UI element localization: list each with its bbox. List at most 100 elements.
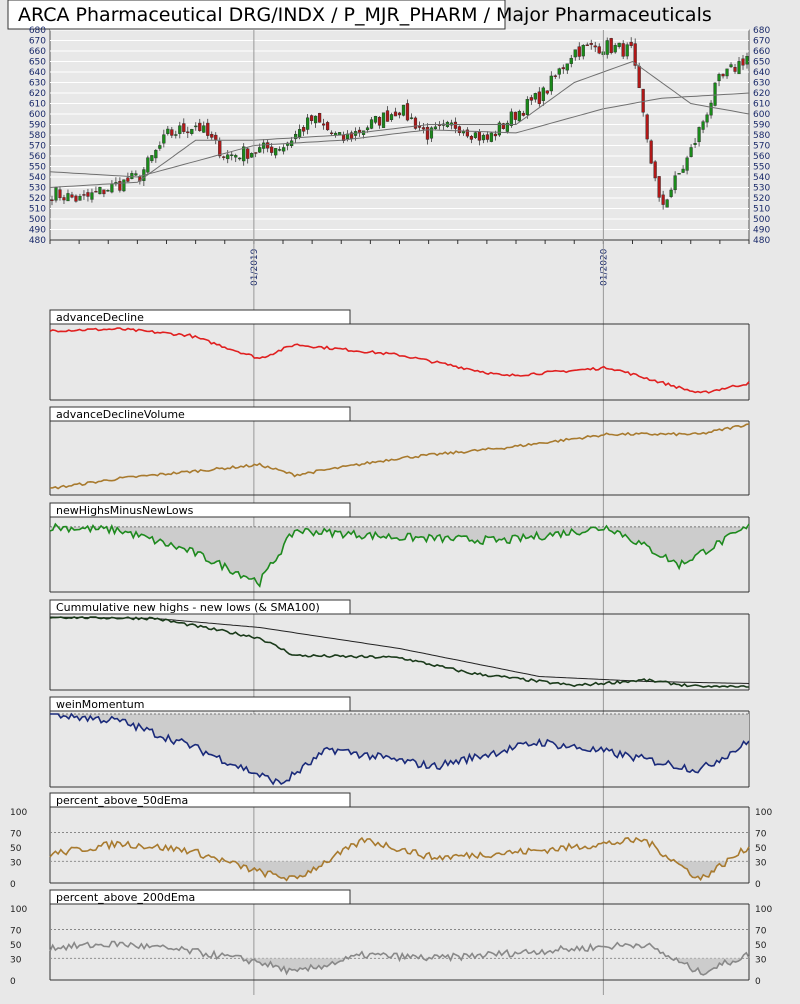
candle-body	[681, 168, 685, 173]
candle-body	[401, 104, 406, 116]
candle-body	[517, 111, 521, 122]
candle-body	[657, 176, 661, 198]
candle-body	[298, 129, 302, 137]
panel-title: newHighsMinusNewLows	[56, 504, 194, 517]
candle-body	[70, 194, 74, 198]
candle-body	[377, 117, 382, 126]
panel-percent_above_200dEma: percent_above_200dEma 0 0 30 30 50 50 70 70 100 10…	[10, 889, 772, 987]
candle-body	[166, 128, 170, 134]
pct-y-tick-left: 30	[10, 858, 22, 868]
candle-body	[190, 129, 194, 134]
pct-series-line	[49, 940, 750, 976]
candle-body	[497, 122, 501, 136]
candle-body	[94, 190, 98, 193]
pct-y-tick-left: 100	[10, 905, 27, 915]
candle-body	[589, 43, 593, 45]
panel-title-box	[49, 599, 351, 615]
indicator-panels: advanceDecline advanceDeclineVolume newHig…	[10, 309, 772, 987]
candle-body	[250, 153, 254, 158]
price-y-tick-right: 560	[753, 152, 770, 162]
candle-body	[513, 111, 517, 120]
pct-y-tick-left: 100	[10, 808, 27, 818]
candle-body	[705, 114, 709, 123]
candle-body	[653, 161, 657, 179]
panel-title: Cummulative new highs - new lows (& SMA1…	[56, 601, 320, 614]
candle-body	[713, 82, 717, 106]
candle-body	[613, 45, 617, 53]
candle-body	[349, 132, 354, 139]
pct-y-tick-left: 30	[10, 955, 22, 965]
candle-body	[210, 134, 214, 138]
candle-body	[322, 123, 326, 126]
price-y-tick-left: 620	[29, 89, 46, 99]
candle-body	[302, 127, 306, 132]
candle-body	[58, 189, 62, 199]
candle-body	[669, 189, 673, 197]
price-y-tick-right: 630	[753, 79, 770, 89]
price-y-tick-left: 590	[29, 121, 46, 131]
pct-y-tick-right: 70	[755, 926, 767, 936]
candle-body	[78, 195, 82, 201]
candle-body	[194, 125, 198, 128]
pct-y-tick-right: 100	[755, 905, 772, 915]
price-y-tick-right: 620	[753, 89, 770, 99]
price-ma-fast	[49, 60, 750, 188]
candle-body	[246, 148, 250, 159]
candle-body	[577, 46, 581, 57]
candle-body	[102, 189, 106, 195]
panel-title: percent_above_50dEma	[56, 794, 188, 807]
panel-advanceDecline: advanceDecline	[49, 309, 750, 401]
candle-body	[529, 97, 533, 101]
panel-title: advanceDecline	[56, 311, 144, 324]
candle-body	[373, 116, 378, 123]
candle-body	[545, 90, 549, 94]
candle-body	[421, 127, 426, 130]
candle-body	[234, 155, 238, 158]
price-y-tick-right: 600	[753, 110, 770, 120]
candle-body	[557, 68, 561, 75]
candle-body	[150, 155, 154, 162]
candle-body	[381, 112, 386, 128]
candle-body	[425, 126, 430, 140]
price-y-tick-right: 640	[753, 68, 770, 78]
price-x-tick-label: 01/2019	[250, 248, 260, 286]
pct-y-tick-right: 30	[755, 858, 767, 868]
price-y-tick-right: 530	[753, 184, 770, 194]
price-y-tick-right: 520	[753, 194, 770, 204]
price-y-tick-right: 650	[753, 58, 770, 68]
price-y-tick-left: 640	[29, 68, 46, 78]
candle-body	[549, 75, 553, 92]
candle-body	[537, 91, 541, 104]
panel-cumulative: Cummulative new highs - new lows (& SMA1…	[49, 599, 750, 691]
candle-body	[238, 157, 242, 160]
candle-body	[409, 117, 414, 119]
candle-body	[226, 154, 230, 160]
candle-body	[397, 112, 402, 116]
price-y-tick-right: 490	[753, 226, 770, 236]
indicator-series-line	[49, 423, 750, 490]
candle-body	[230, 154, 234, 156]
candle-body	[689, 147, 693, 157]
pct-y-tick-left: 50	[10, 941, 22, 951]
price-y-tick-left: 580	[29, 131, 46, 141]
candle-body	[661, 194, 665, 205]
pct-y-tick-right: 0	[755, 977, 761, 987]
price-y-tick-right: 480	[753, 236, 770, 246]
candle-body	[701, 121, 705, 130]
candle-body	[294, 133, 298, 140]
candle-body	[629, 41, 633, 46]
price-y-tick-right: 590	[753, 121, 770, 131]
candle-body	[282, 147, 286, 152]
pct-y-tick-right: 50	[755, 844, 767, 854]
indicator-area-fill	[50, 524, 749, 587]
candle-body	[182, 123, 186, 132]
pct-y-tick-right: 70	[755, 829, 767, 839]
candle-body	[206, 122, 210, 136]
candle-body	[493, 133, 497, 137]
candle-body	[461, 131, 466, 134]
price-y-tick-right: 610	[753, 100, 770, 110]
candle-body	[645, 114, 649, 140]
candle-body	[158, 145, 162, 149]
candle-body	[130, 173, 134, 179]
candle-body	[262, 142, 266, 149]
